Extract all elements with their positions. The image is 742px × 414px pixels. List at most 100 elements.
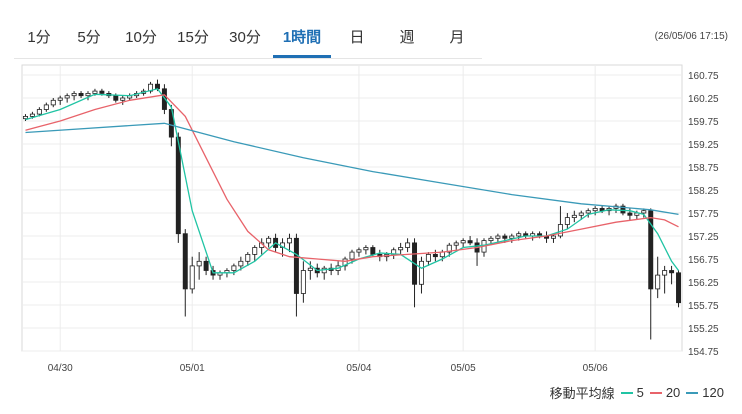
candle-body <box>196 260 202 267</box>
candle-body <box>189 265 195 290</box>
x-tick-label: 05/01 <box>180 363 205 374</box>
candle-body <box>425 253 431 262</box>
y-axis-labels: 160.75 160.25 159.75 159.25 158.75 158.25 157.… <box>688 71 719 358</box>
candle-body <box>64 95 70 99</box>
candle-body <box>662 270 668 276</box>
tab-month[interactable]: 月 <box>449 29 465 46</box>
candle <box>418 256 424 294</box>
candle-body <box>120 97 126 101</box>
candle-body <box>460 240 466 244</box>
candle <box>189 256 195 294</box>
candle <box>592 206 598 216</box>
y-tick-label: 160.25 <box>688 94 719 105</box>
candle-body <box>669 270 675 274</box>
candle-body <box>85 93 91 97</box>
candle <box>363 245 369 255</box>
candle-body <box>356 249 362 253</box>
x-tick-label: 05/04 <box>346 363 371 374</box>
candle <box>175 132 181 243</box>
tab-15min[interactable]: 15分 <box>177 29 209 46</box>
ma-line-5 <box>25 88 680 274</box>
candle-body <box>245 253 251 262</box>
candle-body <box>293 237 299 294</box>
candle-body <box>238 260 244 267</box>
candle <box>398 242 404 255</box>
candle <box>405 238 411 253</box>
tab-day[interactable]: 日 <box>349 29 365 46</box>
candle-body <box>578 212 584 216</box>
candle-body <box>29 113 35 117</box>
tab-1min[interactable]: 1分 <box>27 29 51 46</box>
candle-body <box>182 233 188 290</box>
candle <box>342 256 348 271</box>
y-tick-label: 158.25 <box>688 186 719 197</box>
candle-body <box>300 270 306 294</box>
candle <box>495 233 501 243</box>
candle-body <box>641 210 647 214</box>
tab-5min[interactable]: 5分 <box>77 29 101 46</box>
legend-label-ma120: 120 <box>702 385 724 400</box>
x-axis-labels: 04/30 05/01 05/04 05/05 05/06 <box>48 363 608 374</box>
candle-body <box>252 247 258 255</box>
ma-legend: 移動平均線 5 20 120 <box>550 383 724 402</box>
candle-body <box>99 90 105 94</box>
candle-body <box>676 272 682 304</box>
candle <box>196 252 202 280</box>
candle-body <box>161 88 167 110</box>
candle <box>467 236 473 246</box>
y-tick-label: 155.25 <box>688 324 719 335</box>
candle-body <box>655 274 661 290</box>
candle <box>266 236 272 248</box>
tab-1hour[interactable]: 1時間 <box>273 20 331 58</box>
candle <box>648 208 654 340</box>
legend-swatch-ma5 <box>620 391 633 394</box>
candle <box>22 114 28 121</box>
chart-grid <box>21 64 683 352</box>
candle-body <box>516 233 522 237</box>
candle <box>641 208 647 218</box>
candle-body <box>585 210 591 214</box>
candle-body <box>446 244 452 253</box>
candle-body <box>398 247 404 251</box>
candle-body <box>571 214 577 219</box>
legend-item-ma5: 5 <box>620 385 644 400</box>
tab-10min[interactable]: 10分 <box>125 29 157 46</box>
y-tick-label: 160.75 <box>688 71 719 82</box>
candle <box>182 229 188 317</box>
candle <box>669 265 675 285</box>
candle <box>50 98 56 108</box>
candle-body <box>231 265 237 271</box>
candle <box>120 95 126 105</box>
candle <box>356 247 362 257</box>
legend-title: 移動平均線 <box>549 386 615 401</box>
candle-body <box>92 90 98 94</box>
legend-item-ma120: 120 <box>686 385 724 400</box>
moving-average-lines <box>25 88 680 274</box>
tab-week[interactable]: 週 <box>399 29 415 46</box>
candle-body <box>36 109 42 115</box>
candle-body <box>418 260 424 285</box>
candle <box>655 256 661 299</box>
candle-body <box>50 99 56 106</box>
candle <box>509 233 515 243</box>
candle <box>293 233 299 317</box>
candle-body <box>286 237 292 244</box>
candle-body <box>154 83 160 90</box>
candle-body <box>488 237 494 242</box>
legend-item-ma20: 20 <box>649 385 680 400</box>
candle-body <box>620 205 626 214</box>
tab-30min[interactable]: 30分 <box>229 29 261 46</box>
update-timestamp: (26/05/06 17:15) <box>654 31 728 42</box>
timeframe-tabs: 1分 5分 10分 15分 30分 1時間 日 週 月 <box>14 20 482 59</box>
y-tick-label: 157.25 <box>688 232 719 243</box>
candle <box>161 84 167 115</box>
candle-body <box>495 235 501 239</box>
candle-body <box>266 237 272 244</box>
candle-body <box>502 235 508 239</box>
candle-body <box>648 210 654 290</box>
candle <box>300 261 306 303</box>
candle-body <box>509 235 515 239</box>
candle <box>676 270 682 308</box>
plot-area <box>21 64 683 352</box>
